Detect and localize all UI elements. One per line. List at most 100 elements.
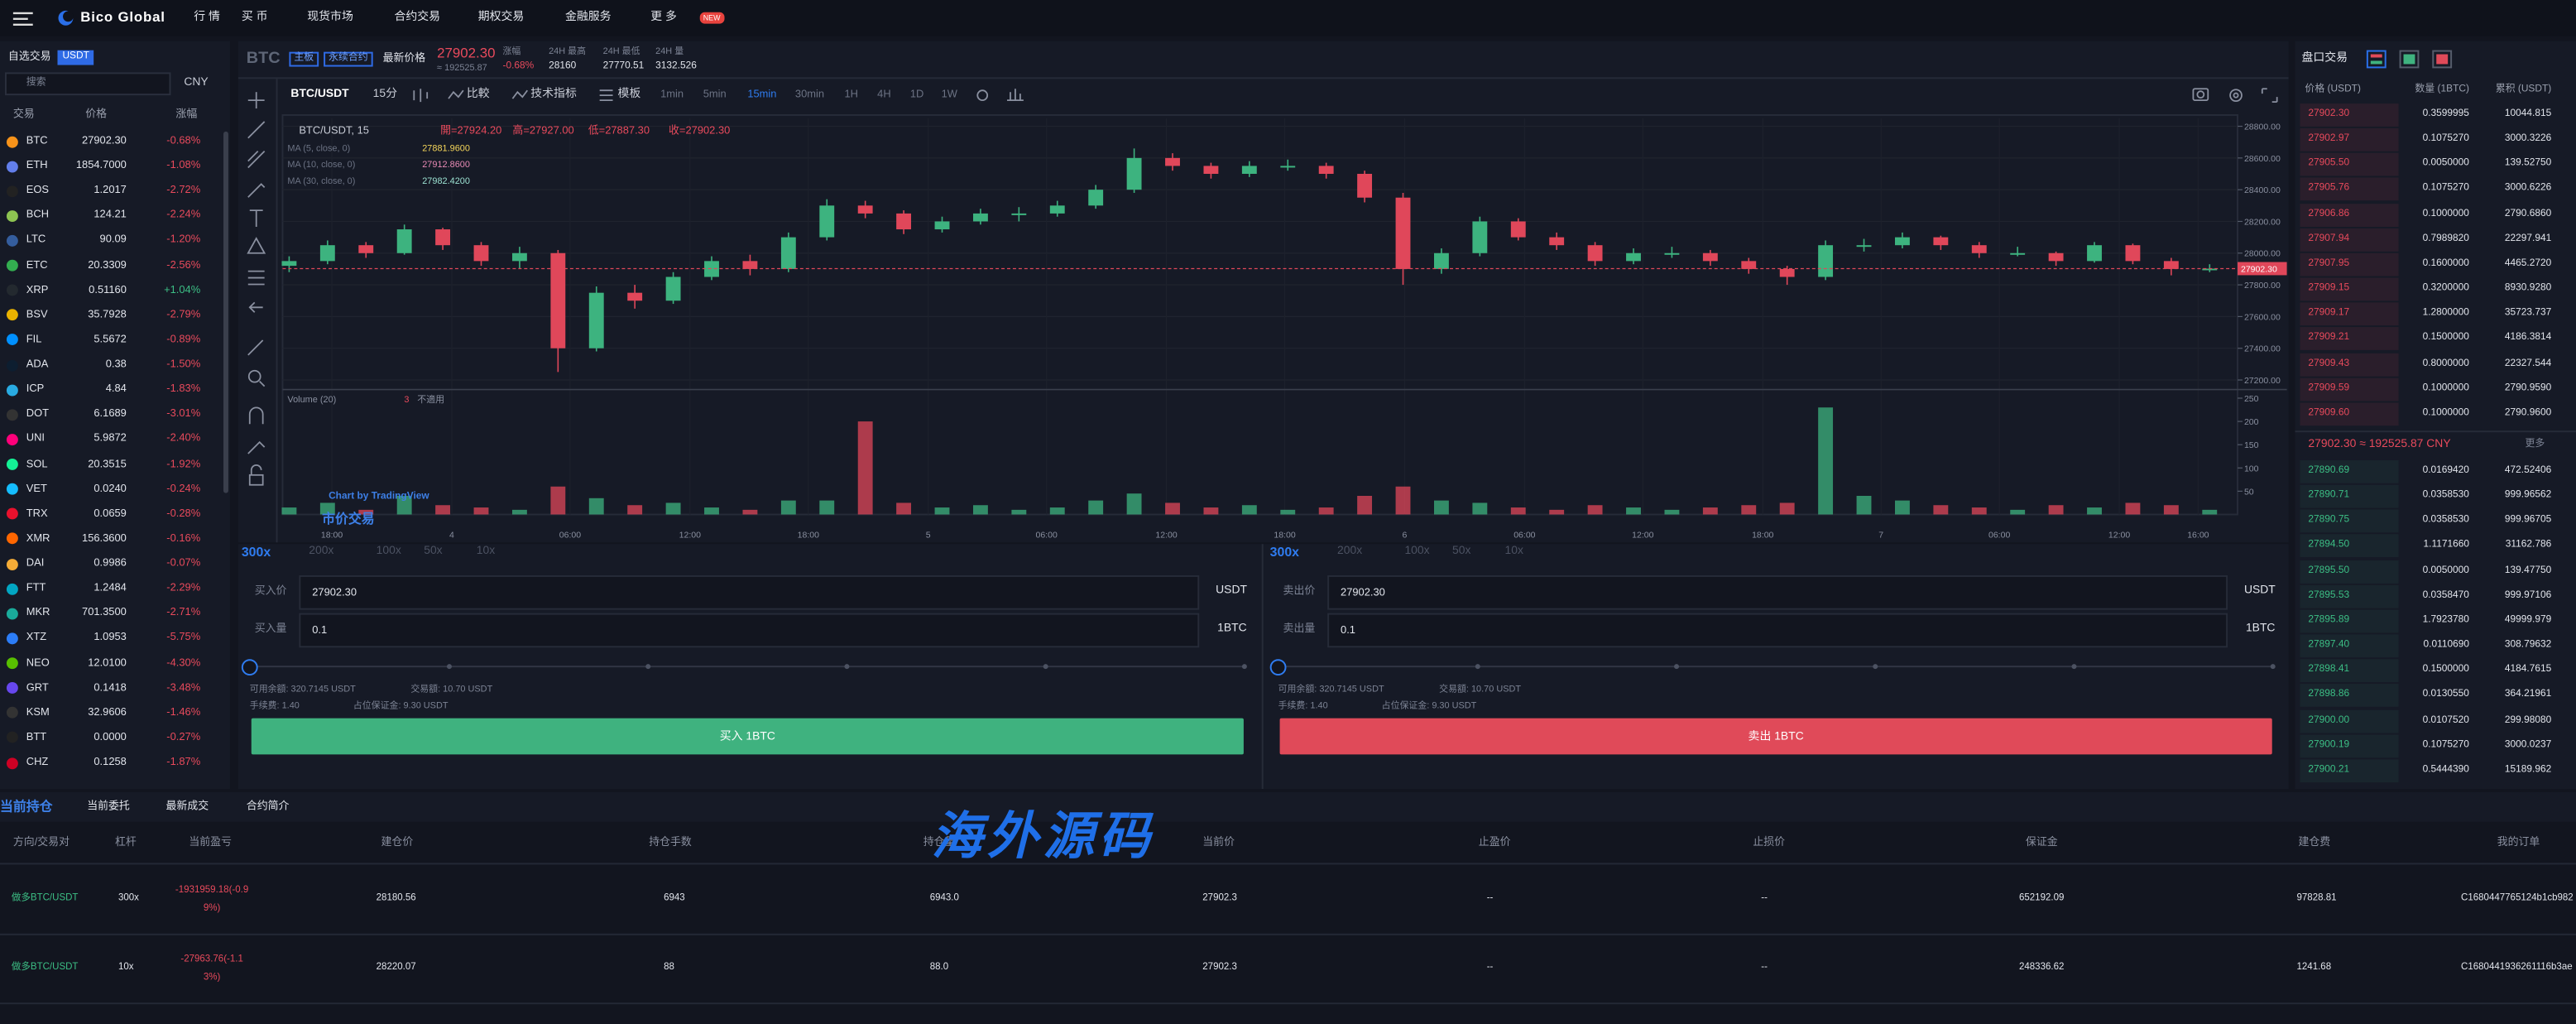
book-price[interactable]: 27897.40 xyxy=(2308,640,2350,651)
coin-symbol[interactable]: NEO xyxy=(26,656,50,669)
book-price[interactable]: 27900.19 xyxy=(2308,739,2350,750)
coin-symbol[interactable]: XTZ xyxy=(26,632,47,644)
leverage-option[interactable]: 10x xyxy=(476,546,496,558)
coin-symbol[interactable]: BCH xyxy=(26,209,50,222)
coin-symbol[interactable]: EOS xyxy=(26,185,50,197)
coin-symbol[interactable]: ADA xyxy=(26,358,49,371)
toolbar-template[interactable]: 模板 xyxy=(617,89,641,101)
interval-option[interactable]: 4H xyxy=(877,89,891,101)
coin-symbol[interactable]: VET xyxy=(26,483,47,495)
nav-item[interactable]: 合约交易 xyxy=(394,11,441,23)
book-price[interactable]: 27909.59 xyxy=(2308,383,2350,393)
search-box[interactable] xyxy=(4,72,171,96)
toolbar-compare[interactable]: 比較 xyxy=(466,89,490,101)
toolbar-pair[interactable]: BTC/USDT xyxy=(290,89,349,101)
book-price[interactable]: 27894.50 xyxy=(2308,541,2350,551)
positions-tab[interactable]: 当前委托 xyxy=(87,800,130,813)
interval-option[interactable]: 1min xyxy=(660,89,684,101)
book-price[interactable]: 27900.21 xyxy=(2308,764,2350,775)
menu-icon[interactable] xyxy=(12,12,33,26)
coin-symbol[interactable]: ETH xyxy=(26,160,48,172)
book-price[interactable]: 27905.50 xyxy=(2308,159,2350,170)
orderbook-more[interactable]: 更多 xyxy=(2525,440,2545,450)
book-price[interactable]: 27909.17 xyxy=(2308,308,2350,319)
slider-track[interactable] xyxy=(1278,665,2272,668)
book-price[interactable]: 27898.86 xyxy=(2308,690,2350,700)
coin-symbol[interactable]: FTT xyxy=(26,582,46,594)
leverage-option[interactable]: 100x xyxy=(376,546,401,558)
coin-symbol[interactable]: BTC xyxy=(26,135,48,147)
coin-symbol[interactable]: XMR xyxy=(26,532,50,545)
book-price[interactable]: 27907.95 xyxy=(2308,258,2350,269)
leverage-option[interactable]: 200x xyxy=(309,546,334,558)
coin-symbol[interactable]: BTT xyxy=(26,731,47,743)
input-box[interactable] xyxy=(1327,613,2228,648)
nav-item[interactable]: 买 币 xyxy=(241,11,268,23)
leverage-option[interactable]: 10x xyxy=(1504,546,1523,558)
nav-item[interactable]: 行 情 xyxy=(194,11,220,23)
book-price[interactable]: 27895.50 xyxy=(2308,565,2350,576)
coin-symbol[interactable]: DAI xyxy=(26,557,45,570)
interval-option[interactable]: 1W xyxy=(941,89,957,101)
book-price[interactable]: 27907.94 xyxy=(2308,233,2350,244)
coin-symbol[interactable]: ICP xyxy=(26,383,45,396)
coin-symbol[interactable]: MKR xyxy=(26,607,50,619)
book-price[interactable]: 27909.21 xyxy=(2308,333,2350,344)
nav-item[interactable]: 期权交易 xyxy=(477,11,525,23)
chart-credit[interactable]: Chart by TradingView xyxy=(329,492,429,502)
coin-symbol[interactable]: DOT xyxy=(26,408,50,421)
book-price[interactable]: 27906.86 xyxy=(2308,209,2350,219)
book-price[interactable]: 27890.71 xyxy=(2308,491,2350,501)
leverage-option[interactable]: 50x xyxy=(1452,546,1471,558)
coin-symbol[interactable]: TRX xyxy=(26,507,48,520)
coin-symbol[interactable]: XRP xyxy=(26,284,49,296)
book-price[interactable]: 27895.53 xyxy=(2308,590,2350,601)
interval-option[interactable]: 1H xyxy=(844,89,858,101)
nav-item[interactable]: 更 多 xyxy=(650,11,677,23)
book-price[interactable]: 27909.60 xyxy=(2308,408,2350,419)
market-tab[interactable]: USDT xyxy=(57,50,94,65)
toolbar-icons[interactable] xyxy=(413,88,2278,103)
coin-symbol[interactable]: FIL xyxy=(26,334,42,346)
positions-tab[interactable]: 当前持仓 xyxy=(0,799,53,815)
slider-knob[interactable] xyxy=(241,658,258,675)
book-price[interactable]: 27890.69 xyxy=(2308,466,2350,476)
coin-symbol[interactable]: UNI xyxy=(26,433,46,445)
nav-item[interactable]: 现货市场 xyxy=(307,11,353,23)
book-view-icons[interactable] xyxy=(2366,50,2453,69)
coin-symbol[interactable]: ETC xyxy=(26,259,48,272)
positions-tab[interactable]: 最新成交 xyxy=(165,800,209,813)
book-price[interactable]: 27890.75 xyxy=(2308,516,2350,526)
interval-option[interactable]: 5min xyxy=(703,89,727,101)
nav-item[interactable]: 金融服务 xyxy=(564,11,612,23)
toolbar-interval[interactable]: 15分 xyxy=(372,89,398,101)
coin-symbol[interactable]: LTC xyxy=(26,234,46,247)
market-tab[interactable]: 自选交易 xyxy=(7,51,51,63)
coin-symbol[interactable]: SOL xyxy=(26,458,48,470)
leverage-option[interactable]: 100x xyxy=(1404,546,1430,558)
book-price[interactable]: 27902.30 xyxy=(2308,109,2350,120)
input-box[interactable] xyxy=(299,574,1200,610)
input-box[interactable] xyxy=(299,613,1200,648)
toolbar-indicators[interactable]: 技术指标 xyxy=(530,89,577,101)
drawing-tools[interactable] xyxy=(247,92,266,486)
order-button[interactable]: 卖出 1BTC xyxy=(1279,718,2272,755)
book-price[interactable]: 27902.97 xyxy=(2308,134,2350,145)
coin-symbol[interactable]: CHZ xyxy=(26,756,49,768)
leverage[interactable]: 300x xyxy=(241,545,271,560)
book-price[interactable]: 27898.41 xyxy=(2308,665,2350,675)
positions-tab[interactable]: 合约简介 xyxy=(246,800,290,813)
book-price[interactable]: 27909.15 xyxy=(2308,283,2350,294)
leverage[interactable]: 300x xyxy=(1269,545,1299,560)
interval-option[interactable]: 15min xyxy=(747,89,777,101)
book-price[interactable]: 27900.00 xyxy=(2308,714,2350,725)
coin-symbol[interactable]: BSV xyxy=(26,309,48,321)
interval-option[interactable]: 30min xyxy=(794,89,825,101)
logo-text[interactable]: Bico Global xyxy=(80,8,165,26)
interval-option[interactable]: 1D xyxy=(909,89,924,101)
book-price[interactable]: 27895.89 xyxy=(2308,615,2350,626)
book-price[interactable]: 27905.76 xyxy=(2308,184,2350,195)
slider-track[interactable] xyxy=(249,665,1244,668)
leverage-option[interactable]: 200x xyxy=(1337,546,1363,558)
coin-symbol[interactable]: GRT xyxy=(26,681,49,694)
